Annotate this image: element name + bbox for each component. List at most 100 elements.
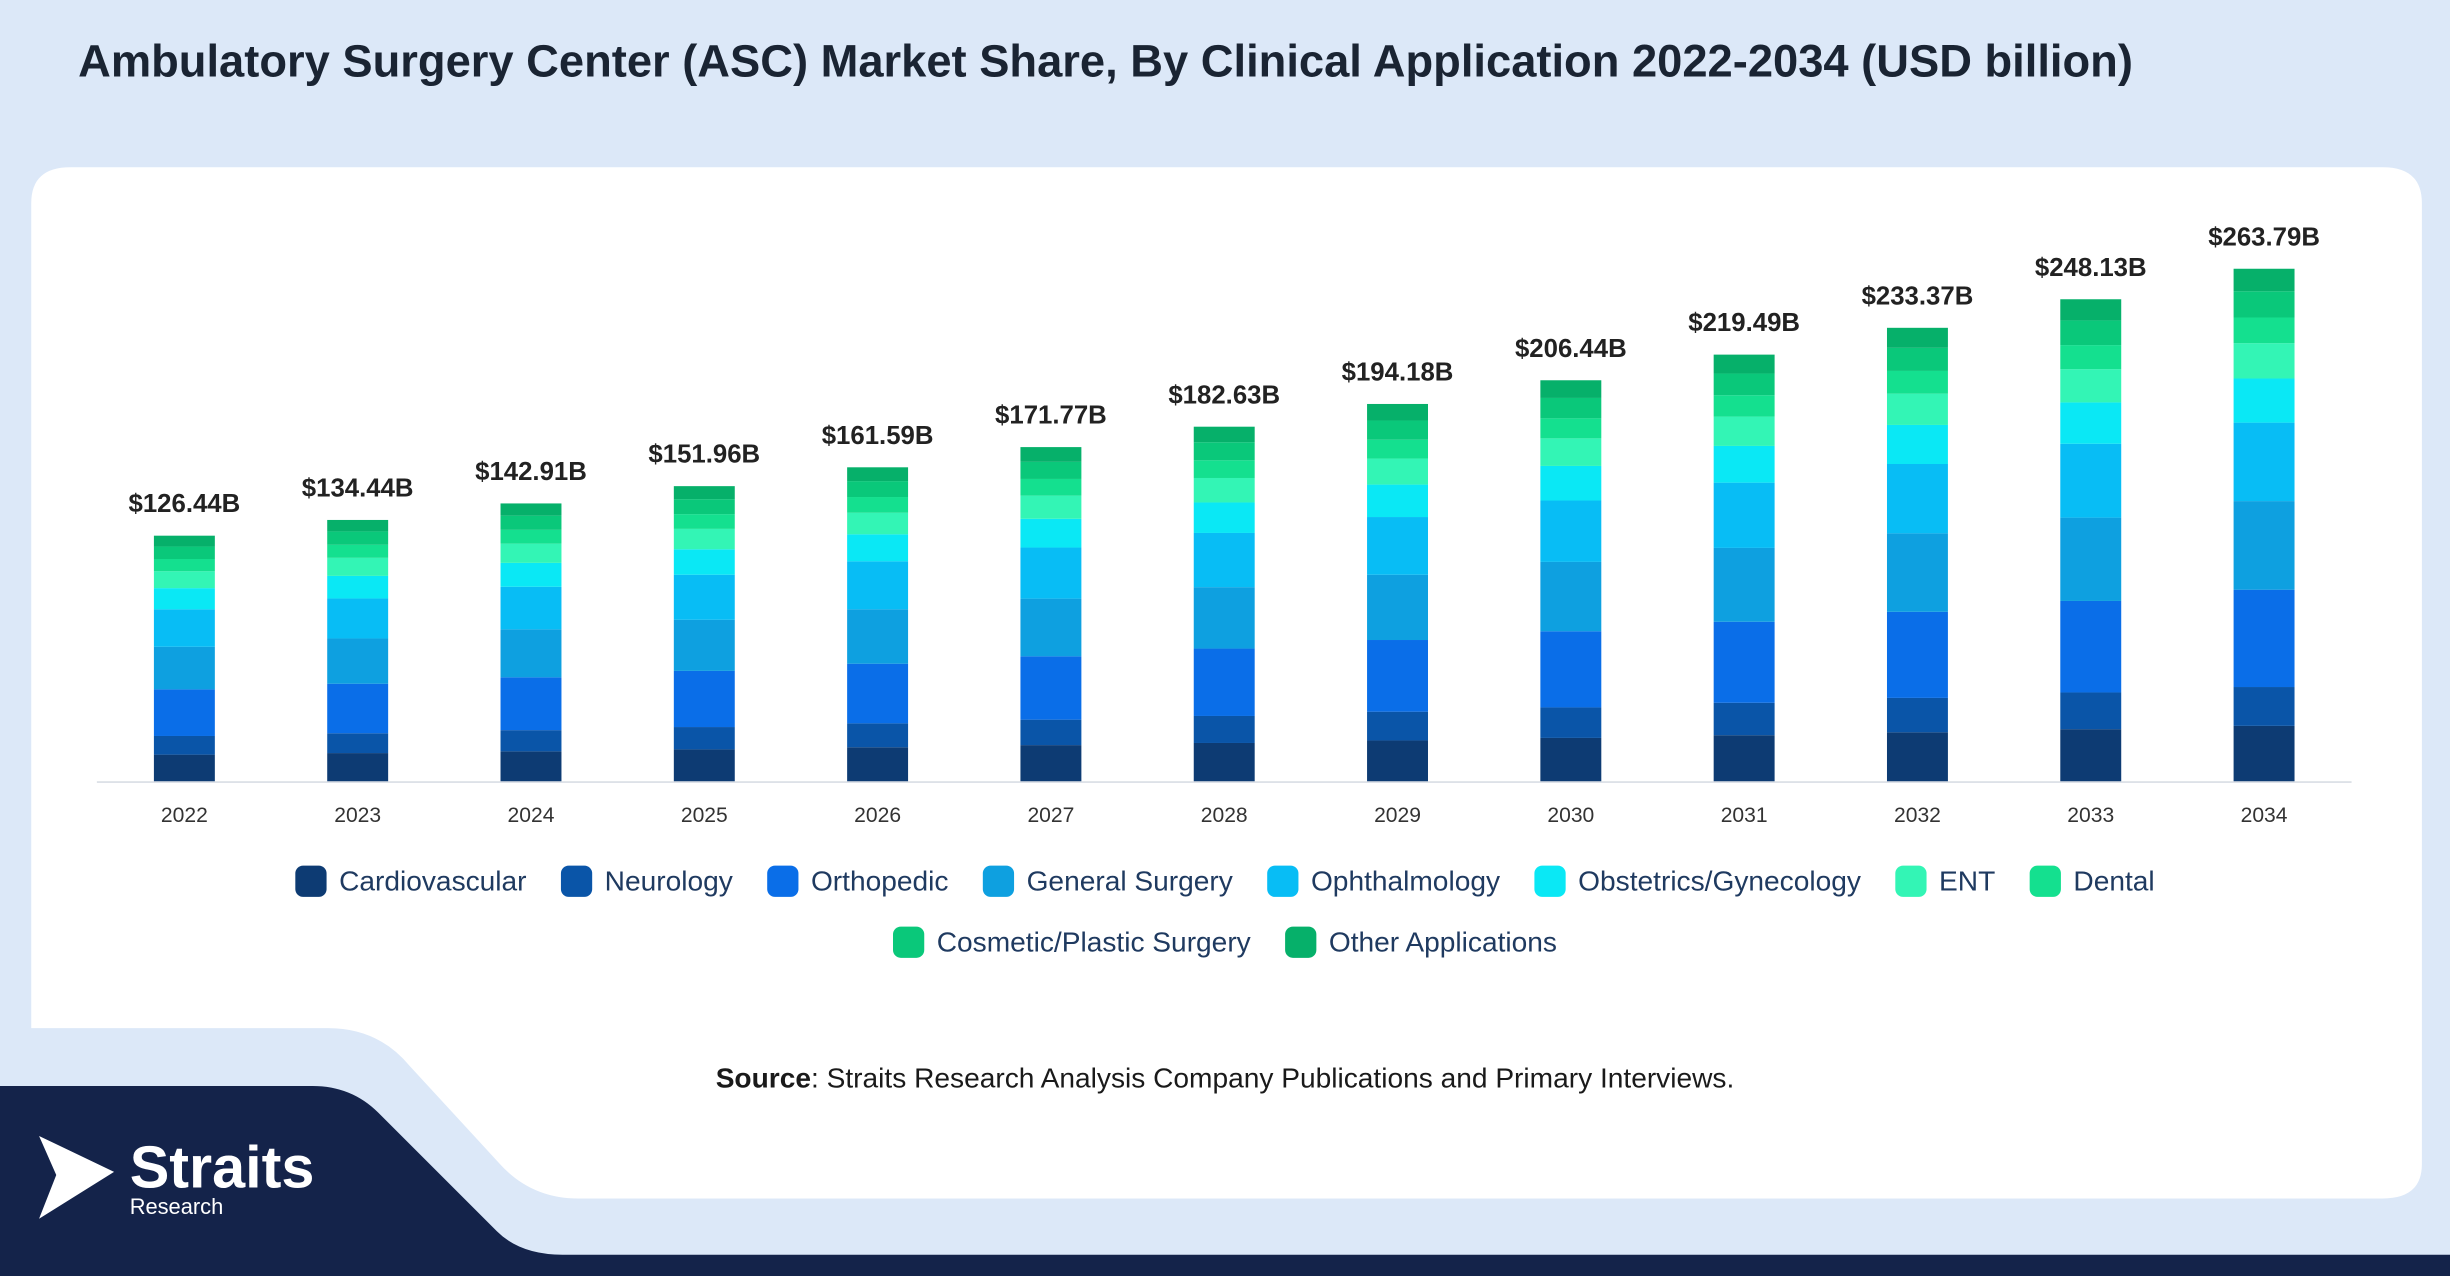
- bar-segment: [1020, 478, 1082, 496]
- bar-segment: [1713, 445, 1775, 483]
- bar-segment: [327, 598, 389, 639]
- legend-marker: [893, 926, 925, 958]
- legend-marker: [1895, 865, 1927, 897]
- bar-segment: [2233, 501, 2295, 590]
- bar-segment: [2060, 402, 2122, 444]
- bar-segment: [153, 558, 215, 572]
- x-tick-label: 2025: [681, 804, 728, 827]
- x-tick-label: 2026: [854, 804, 901, 827]
- bar-segment: [1367, 640, 1428, 712]
- total-label: $134.44B: [302, 475, 414, 503]
- bar-segment: [153, 588, 215, 610]
- bar-segment: [327, 638, 389, 684]
- bar-segment: [1540, 438, 1602, 466]
- bar-segment: [2233, 343, 2295, 379]
- x-tick-label: 2029: [1374, 804, 1421, 827]
- bar-segment: [1886, 463, 1948, 534]
- total-label: $126.44B: [129, 490, 241, 518]
- bar-segment: [1193, 426, 1255, 443]
- x-tick-label: 2033: [2067, 804, 2114, 827]
- bar-segment: [2233, 317, 2295, 344]
- bar-segment: [1886, 611, 1948, 698]
- bar-segment: [2233, 378, 2295, 423]
- total-label: $248.13B: [2035, 254, 2147, 282]
- legend-label: General Surgery: [1027, 866, 1233, 897]
- bar-segment: [1367, 458, 1428, 485]
- bar-segment: [2233, 725, 2295, 782]
- total-label: $171.77B: [995, 402, 1107, 430]
- bar-segment: [500, 562, 562, 587]
- total-label: $182.63B: [1168, 381, 1280, 409]
- bar-segment: [153, 754, 215, 782]
- bar-segment: [1886, 732, 1948, 782]
- bar-segment: [1886, 393, 1948, 425]
- bar-segment: [500, 543, 562, 563]
- bar-segment: [673, 727, 735, 750]
- bar-segment: [1367, 484, 1428, 518]
- x-tick-label: 2031: [1721, 804, 1768, 827]
- bar-segment: [1886, 327, 1948, 348]
- bar-segment: [1020, 656, 1082, 720]
- bar-segment: [1713, 354, 1775, 374]
- bar-segment: [1540, 380, 1602, 398]
- legend-label: Orthopedic: [811, 866, 949, 897]
- bar-segment: [1886, 697, 1948, 733]
- legend-label: Cosmetic/Plastic Surgery: [937, 927, 1251, 958]
- bar-segment: [1020, 461, 1082, 479]
- bar-segment: [673, 549, 735, 575]
- legend-marker: [767, 865, 799, 897]
- bar-segment: [1020, 447, 1082, 462]
- bar-segment: [153, 535, 215, 547]
- bar-segment: [2060, 600, 2122, 693]
- total-label: $151.96B: [648, 441, 760, 469]
- logo-icon: [39, 1135, 115, 1219]
- legend-row: Cardiovascular Neurology Orthopedic General…: [295, 865, 2155, 897]
- legend-label: Ophthalmology: [1311, 866, 1500, 897]
- bar-segment: [500, 586, 562, 630]
- chart-title: Ambulatory Surgery Center (ASC) Market S…: [78, 36, 2133, 87]
- bar-segment: [327, 733, 389, 754]
- bar-segment: [153, 609, 215, 647]
- legend-marker: [560, 865, 593, 897]
- legend-label: Dental: [2073, 866, 2154, 897]
- x-tick-label: 2024: [508, 804, 555, 827]
- bar-segment: [847, 467, 909, 482]
- bar-segment: [1193, 477, 1255, 503]
- source: Source: Straits Research Analysis Compan…: [716, 1063, 1735, 1094]
- bar-segment: [1886, 370, 1948, 394]
- bar-segment: [153, 571, 215, 589]
- bar-segment: [2060, 692, 2122, 730]
- bar-segment: [1020, 598, 1082, 657]
- bar-segment: [2233, 687, 2295, 726]
- total-label: $219.49B: [1688, 309, 1800, 337]
- bar-segment: [1367, 439, 1428, 459]
- bar-segment: [847, 497, 909, 513]
- total-label: $206.44B: [1515, 335, 1627, 363]
- bar-segment: [327, 519, 389, 532]
- bar-segment: [500, 751, 562, 782]
- bar-segment: [1540, 631, 1602, 708]
- bar-segment: [1886, 533, 1948, 612]
- bar-segment: [1193, 587, 1255, 649]
- bar-segment: [327, 683, 389, 734]
- bar-segment: [847, 723, 909, 748]
- bar-segment: [1020, 518, 1082, 548]
- bar-segment: [1713, 482, 1775, 548]
- bar-segment: [1713, 702, 1775, 736]
- source-text: : Straits Research Analysis Company Publ…: [811, 1063, 1734, 1094]
- bar-segment: [1713, 735, 1775, 782]
- bar-segment: [1713, 395, 1775, 417]
- total-label: $142.91B: [475, 458, 587, 486]
- legend-marker: [2029, 865, 2061, 897]
- bar-segment: [673, 670, 735, 728]
- bar-segment: [327, 531, 389, 545]
- bar-segment: [847, 561, 909, 610]
- bar-segment: [1367, 711, 1428, 741]
- footer-band: [0, 1085, 2450, 1276]
- bar-segment: [500, 677, 562, 731]
- bar-segment: [2233, 589, 2295, 688]
- bar-segment: [847, 609, 909, 664]
- bar-segment: [327, 544, 389, 558]
- bar-segment: [1540, 561, 1602, 632]
